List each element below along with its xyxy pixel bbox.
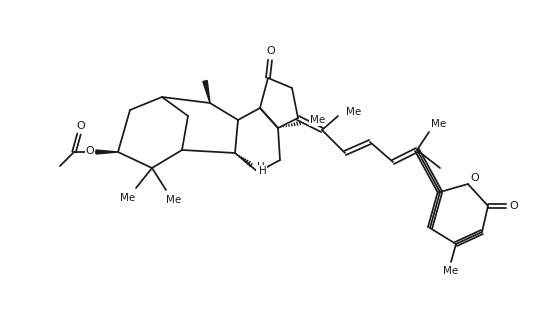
Text: Me: Me — [443, 266, 458, 276]
Text: O: O — [267, 46, 275, 56]
Text: Me: Me — [431, 119, 446, 129]
Text: H: H — [257, 162, 265, 172]
Text: O: O — [76, 121, 86, 131]
Text: Me: Me — [310, 115, 325, 125]
Text: Me: Me — [121, 193, 136, 203]
Text: O: O — [86, 146, 94, 156]
Text: Me: Me — [166, 195, 182, 205]
Polygon shape — [203, 80, 210, 103]
Text: O: O — [509, 201, 519, 211]
Polygon shape — [96, 150, 118, 154]
Text: Me: Me — [346, 107, 361, 117]
Text: O: O — [471, 173, 479, 183]
Text: H: H — [259, 166, 267, 176]
